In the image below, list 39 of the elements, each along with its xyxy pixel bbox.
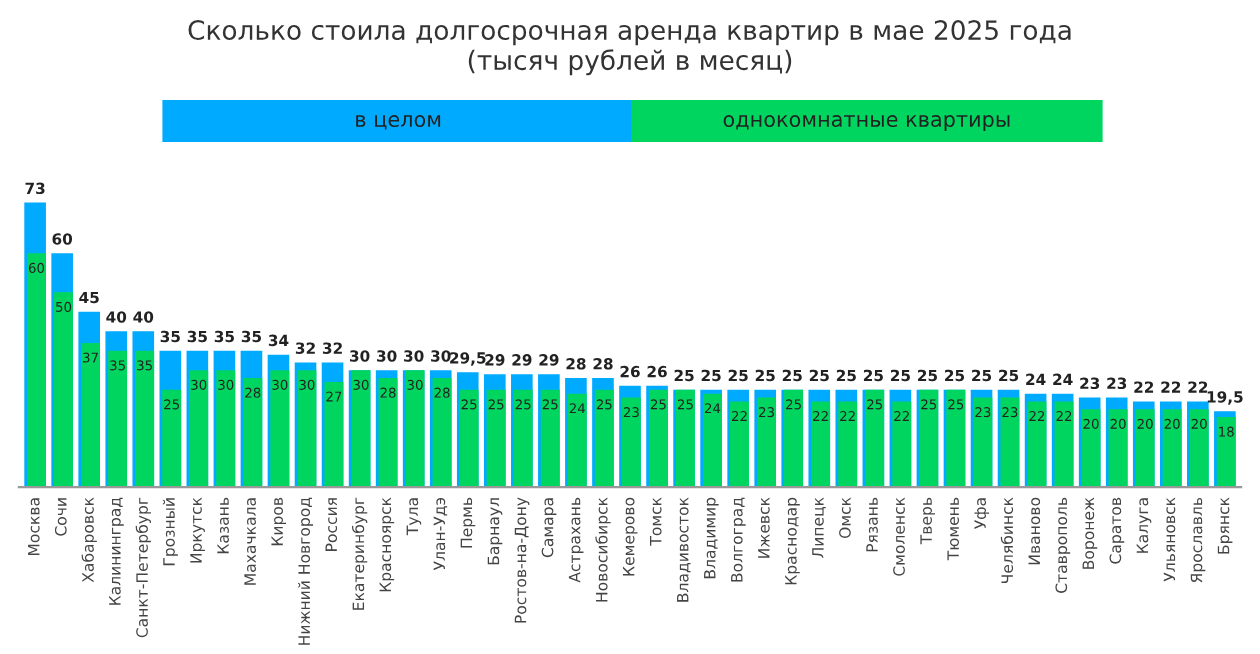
bar (594, 389, 614, 488)
bar (486, 389, 506, 488)
bar (1162, 409, 1182, 488)
bar (216, 370, 236, 488)
bar (811, 401, 831, 488)
bar (270, 370, 290, 488)
bar (324, 381, 344, 488)
bar (81, 342, 101, 488)
bar (621, 397, 641, 488)
bar (135, 350, 155, 488)
bar (1189, 409, 1209, 488)
bar (892, 401, 912, 488)
bar (1027, 401, 1047, 488)
bar (757, 397, 777, 488)
bar (730, 401, 749, 488)
chart-title: Сколько стоила долгосрочная аренда квартир в мае 2025 года (тысяч рублей в месяц) (188, 20, 1071, 76)
bar (513, 389, 533, 488)
bar (108, 350, 128, 488)
bar (1081, 409, 1101, 488)
bar (432, 378, 452, 488)
bar (378, 378, 398, 488)
bar (243, 378, 263, 488)
bar (162, 389, 182, 488)
text: однокомнатные квартиры (723, 115, 1010, 132)
bar (1000, 397, 1020, 488)
bar (1108, 409, 1128, 488)
bar (189, 370, 209, 488)
bar (567, 393, 587, 488)
bar (1216, 417, 1236, 488)
bar (973, 397, 993, 488)
bar (540, 389, 560, 488)
bar (297, 370, 317, 488)
bar (54, 292, 73, 488)
bar (27, 253, 46, 488)
bar (1054, 401, 1074, 488)
bar (459, 389, 479, 488)
bar (838, 401, 858, 488)
bar (1135, 409, 1155, 488)
text: в целом (356, 115, 441, 130)
